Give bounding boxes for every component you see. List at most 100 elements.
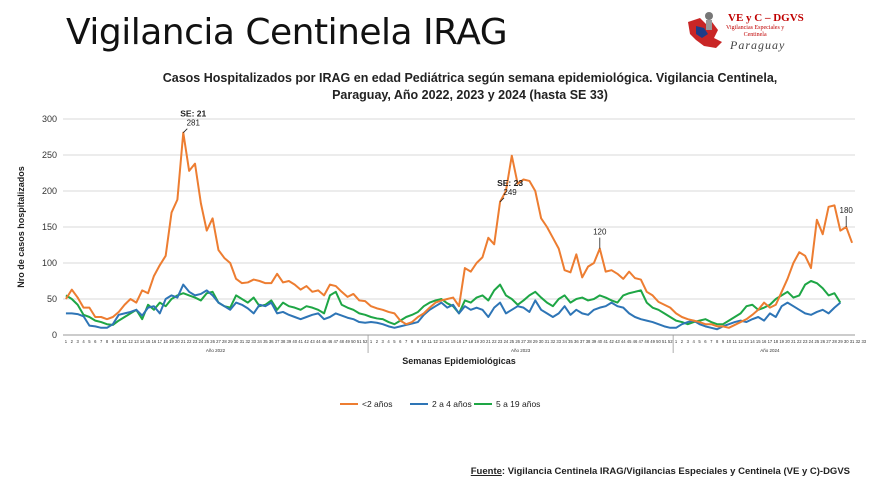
x-tick-label: 10: [421, 339, 426, 344]
logo-line1: VE y C – DGVS: [728, 12, 804, 24]
x-tick-label: 6: [399, 339, 402, 344]
x-tick-label: 31: [850, 339, 855, 344]
x-tick-label: 5: [393, 339, 396, 344]
x-tick-label: 14: [140, 339, 145, 344]
data-label: 180: [840, 206, 854, 215]
x-tick-label: 20: [175, 339, 180, 344]
x-tick-label: 16: [457, 339, 462, 344]
dgvs-logo: VE y C – DGVS Vigilancias Especiales y C…: [682, 8, 862, 56]
x-tick-label: 33: [251, 339, 256, 344]
x-tick-label: 41: [298, 339, 303, 344]
x-tick-label: 21: [181, 339, 186, 344]
x-tick-label: 12: [738, 339, 743, 344]
x-tick-label: 34: [257, 339, 262, 344]
x-tick-label: 18: [773, 339, 778, 344]
x-tick-label: 25: [509, 339, 514, 344]
x-tick-label: 43: [310, 339, 315, 344]
x-tick-label: 42: [304, 339, 309, 344]
x-tick-label: 24: [504, 339, 509, 344]
x-tick-label: 30: [539, 339, 544, 344]
slide-title: Vigilancia Centinela IRAG: [66, 12, 508, 53]
year-group-label: Año 2022: [206, 348, 226, 353]
x-tick-label: 28: [527, 339, 532, 344]
x-tick-label: 38: [281, 339, 286, 344]
x-tick-label: 46: [328, 339, 333, 344]
x-tick-label: 19: [474, 339, 479, 344]
year-group-label: Año 2024: [760, 348, 780, 353]
x-tick-label: 46: [633, 339, 638, 344]
x-tick-label: 18: [468, 339, 473, 344]
chart-title: Casos Hospitalizados por IRAG en edad Pe…: [120, 70, 820, 104]
source-note: Fuente: Vigilancia Centinela IRAG/Vigila…: [471, 466, 850, 477]
x-tick-label: 27: [826, 339, 831, 344]
x-tick-label: 49: [650, 339, 655, 344]
x-tick-label: 15: [146, 339, 151, 344]
x-tick-label: 21: [486, 339, 491, 344]
x-axis-title: Semanas Epidemiológicas: [402, 356, 516, 366]
x-tick-label: 3: [687, 339, 690, 344]
x-tick-label: 43: [615, 339, 620, 344]
annotation-leader: [499, 197, 505, 203]
x-tick-label: 14: [445, 339, 450, 344]
x-tick-label: 20: [480, 339, 485, 344]
x-tick-label: 29: [228, 339, 233, 344]
x-tick-label: 12: [128, 339, 133, 344]
peak-annotation-label: SE: 21: [180, 109, 206, 119]
x-tick-label: 35: [263, 339, 268, 344]
x-tick-label: 32: [551, 339, 556, 344]
peak-data-label: 249: [503, 188, 517, 197]
y-tick-label: 100: [42, 258, 57, 268]
x-tick-label: 17: [157, 339, 162, 344]
x-tick-label: 3: [382, 339, 385, 344]
x-tick-label: 32: [856, 339, 861, 344]
x-tick-label: 1: [370, 339, 373, 344]
y-tick-label: 250: [42, 150, 57, 160]
x-tick-label: 51: [662, 339, 667, 344]
x-tick-label: 13: [744, 339, 749, 344]
y-tick-label: 200: [42, 186, 57, 196]
x-tick-label: 26: [515, 339, 520, 344]
x-tick-label: 28: [222, 339, 227, 344]
x-tick-label: 31: [545, 339, 550, 344]
x-tick-label: 37: [275, 339, 280, 344]
x-tick-label: 9: [112, 339, 115, 344]
x-tick-label: 41: [603, 339, 608, 344]
x-tick-label: 29: [838, 339, 843, 344]
source-text: : Vigilancia Centinela IRAG/Vigilancias …: [501, 466, 850, 477]
x-tick-label: 40: [597, 339, 602, 344]
x-tick-label: 15: [451, 339, 456, 344]
y-tick-label: 0: [52, 330, 57, 340]
x-tick-label: 49: [345, 339, 350, 344]
x-tick-label: 50: [656, 339, 661, 344]
x-tick-label: 26: [210, 339, 215, 344]
x-tick-label: 11: [733, 339, 738, 344]
x-tick-label: 4: [387, 339, 390, 344]
data-label: 120: [593, 228, 607, 237]
x-tick-label: 10: [727, 339, 732, 344]
logo-line2-text: Vigilancias Especiales y: [726, 25, 785, 31]
x-tick-label: 6: [94, 339, 97, 344]
logo-line2: Vigilancias Especiales y Centinela: [726, 25, 784, 39]
legend-label: 2 a 4 años: [432, 399, 472, 409]
x-tick-label: 2: [376, 339, 379, 344]
x-tick-label: 29: [533, 339, 538, 344]
x-tick-label: 47: [639, 339, 644, 344]
x-tick-label: 38: [586, 339, 591, 344]
x-tick-label: 7: [710, 339, 713, 344]
x-tick-label: 6: [704, 339, 707, 344]
x-tick-label: 11: [122, 339, 127, 344]
x-tick-label: 7: [405, 339, 408, 344]
x-tick-label: 14: [750, 339, 755, 344]
logo-script: Paraguay: [730, 38, 786, 52]
legend-label: <2 años: [362, 399, 393, 409]
x-tick-label: 18: [163, 339, 168, 344]
chart-title-line2: Paraguay, Año 2022, 2023 y 2024 (hasta S…: [332, 88, 608, 102]
year-group-label: Año 2023: [511, 348, 531, 353]
x-tick-label: 40: [292, 339, 297, 344]
x-tick-label: 23: [803, 339, 808, 344]
x-tick-label: 27: [216, 339, 221, 344]
chart-title-line1: Casos Hospitalizados por IRAG en edad Pe…: [162, 71, 778, 85]
x-tick-label: 28: [832, 339, 837, 344]
x-tick-label: 5: [698, 339, 701, 344]
